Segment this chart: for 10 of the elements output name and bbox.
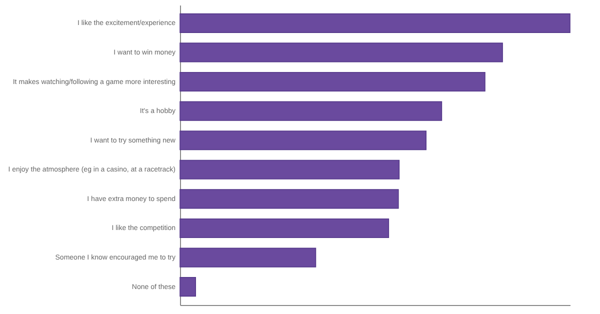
bar [180, 248, 316, 268]
bar [180, 130, 426, 150]
bar [180, 189, 399, 209]
bar [180, 218, 390, 238]
bar [180, 72, 486, 92]
bar [180, 101, 442, 121]
bar [180, 160, 400, 180]
bar [180, 277, 196, 297]
bar [180, 13, 570, 33]
bar [180, 42, 503, 62]
